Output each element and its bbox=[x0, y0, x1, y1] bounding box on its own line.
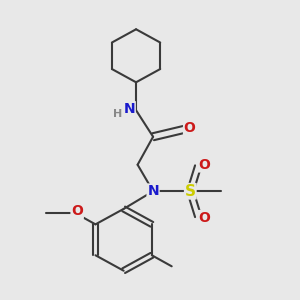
Text: N: N bbox=[147, 184, 159, 198]
Text: O: O bbox=[71, 204, 83, 218]
Text: N: N bbox=[123, 102, 135, 116]
Text: H: H bbox=[113, 109, 123, 119]
Text: S: S bbox=[185, 184, 196, 199]
Text: O: O bbox=[184, 121, 196, 135]
Text: O: O bbox=[198, 158, 210, 172]
Text: O: O bbox=[198, 211, 210, 225]
